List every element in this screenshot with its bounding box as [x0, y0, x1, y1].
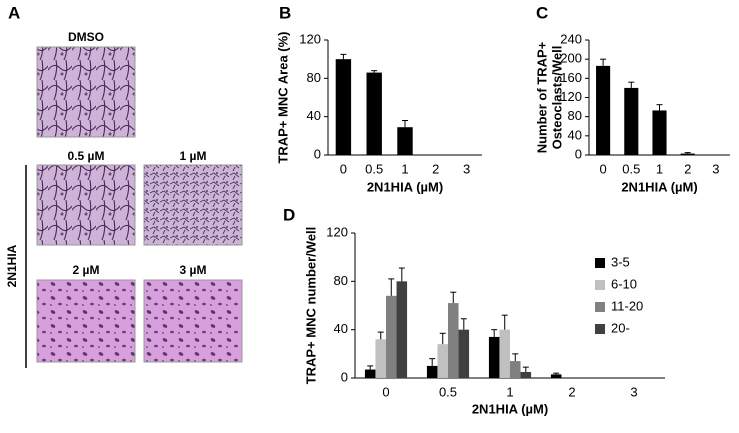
- bar: [396, 281, 408, 378]
- x-tick-label: 3: [630, 384, 637, 399]
- bar: [680, 153, 695, 155]
- micrograph: [143, 279, 243, 363]
- y-tick-label: 40: [568, 127, 582, 142]
- x-tick-label: 3: [712, 161, 719, 176]
- x-tick-label: 3: [463, 161, 470, 176]
- y-tick-label: 80: [568, 108, 582, 123]
- x-tick-label: 2: [684, 161, 691, 176]
- y-tick-label: 120: [326, 224, 348, 239]
- x-tick-label: 0: [382, 384, 389, 399]
- bar: [386, 295, 397, 378]
- y-tick-label: 0: [575, 146, 582, 161]
- y-tick-label: 40: [307, 108, 321, 123]
- image-label: DMSO: [68, 30, 104, 44]
- legend-label: 3-5: [611, 254, 630, 269]
- x-tick-label: 1: [506, 384, 513, 399]
- legend-label: 11-20: [611, 298, 643, 313]
- bar: [366, 72, 382, 155]
- bar: [426, 365, 438, 378]
- image-label: 0.5 µM: [68, 149, 105, 163]
- x-tick-label: 1: [656, 161, 663, 176]
- micrograph: [36, 164, 136, 246]
- bar: [448, 303, 459, 378]
- bar: [397, 127, 413, 155]
- bar: [375, 339, 386, 378]
- y-axis-title: TRAP+ MNC number/Well: [303, 227, 318, 385]
- panel-label: D: [283, 205, 295, 224]
- bar: [364, 369, 376, 378]
- x-tick-label: 2: [568, 384, 575, 399]
- y-axis-title: TRAP+ MNC Area (%): [275, 31, 290, 163]
- group-label: 2N1HIA: [5, 244, 19, 287]
- y-axis-title: Number of TRAP+: [534, 41, 549, 153]
- y-tick-label: 160: [560, 70, 582, 85]
- x-tick-label: 2: [432, 161, 439, 176]
- legend-swatch: [595, 302, 605, 312]
- x-tick-label: 1: [401, 161, 408, 176]
- micrograph: [36, 279, 136, 363]
- y-tick-label: 120: [560, 89, 582, 104]
- y-tick-label: 40: [334, 321, 348, 336]
- bar: [335, 59, 352, 155]
- y-tick-label: 0: [341, 369, 348, 384]
- micrograph: [143, 164, 243, 246]
- image-label: 2 µM: [73, 263, 100, 277]
- micrograph: [36, 46, 136, 138]
- y-tick-label: 120: [299, 31, 321, 46]
- x-axis-title: 2N1HIA (µM): [367, 179, 443, 194]
- y-tick-label: 80: [334, 273, 348, 288]
- bar: [458, 329, 470, 378]
- panel-label: A: [8, 3, 20, 22]
- panel-label: C: [536, 3, 548, 22]
- y-tick-label: 80: [307, 70, 321, 85]
- panel-label: B: [279, 3, 291, 22]
- x-tick-label: 0: [340, 161, 347, 176]
- x-axis-title: 2N1HIA (µM): [621, 179, 697, 194]
- y-tick-label: 0: [314, 146, 321, 161]
- y-axis-title: Osteoclasts/Well: [549, 46, 564, 150]
- legend-swatch: [595, 258, 605, 268]
- legend-label: 20-: [611, 320, 630, 335]
- bar: [550, 374, 562, 378]
- image-label: 1 µM: [180, 149, 207, 163]
- bar: [520, 371, 532, 378]
- bar: [510, 361, 521, 378]
- bar: [624, 87, 639, 155]
- x-axis-title: 2N1HIA (µM): [472, 401, 548, 416]
- bar: [596, 65, 611, 155]
- bar: [437, 344, 448, 378]
- bar: [488, 336, 500, 378]
- x-tick-label: 0.5: [622, 161, 640, 176]
- legend-swatch: [595, 324, 605, 334]
- legend-label: 6-10: [611, 276, 637, 291]
- bar: [499, 329, 510, 378]
- bar: [652, 110, 667, 155]
- legend-swatch: [595, 280, 605, 290]
- x-tick-label: 0: [599, 161, 606, 176]
- x-tick-label: 0.5: [439, 384, 457, 399]
- x-tick-label: 0.5: [365, 161, 383, 176]
- y-tick-label: 240: [560, 31, 582, 46]
- image-label: 3 µM: [180, 263, 207, 277]
- y-tick-label: 200: [560, 51, 582, 66]
